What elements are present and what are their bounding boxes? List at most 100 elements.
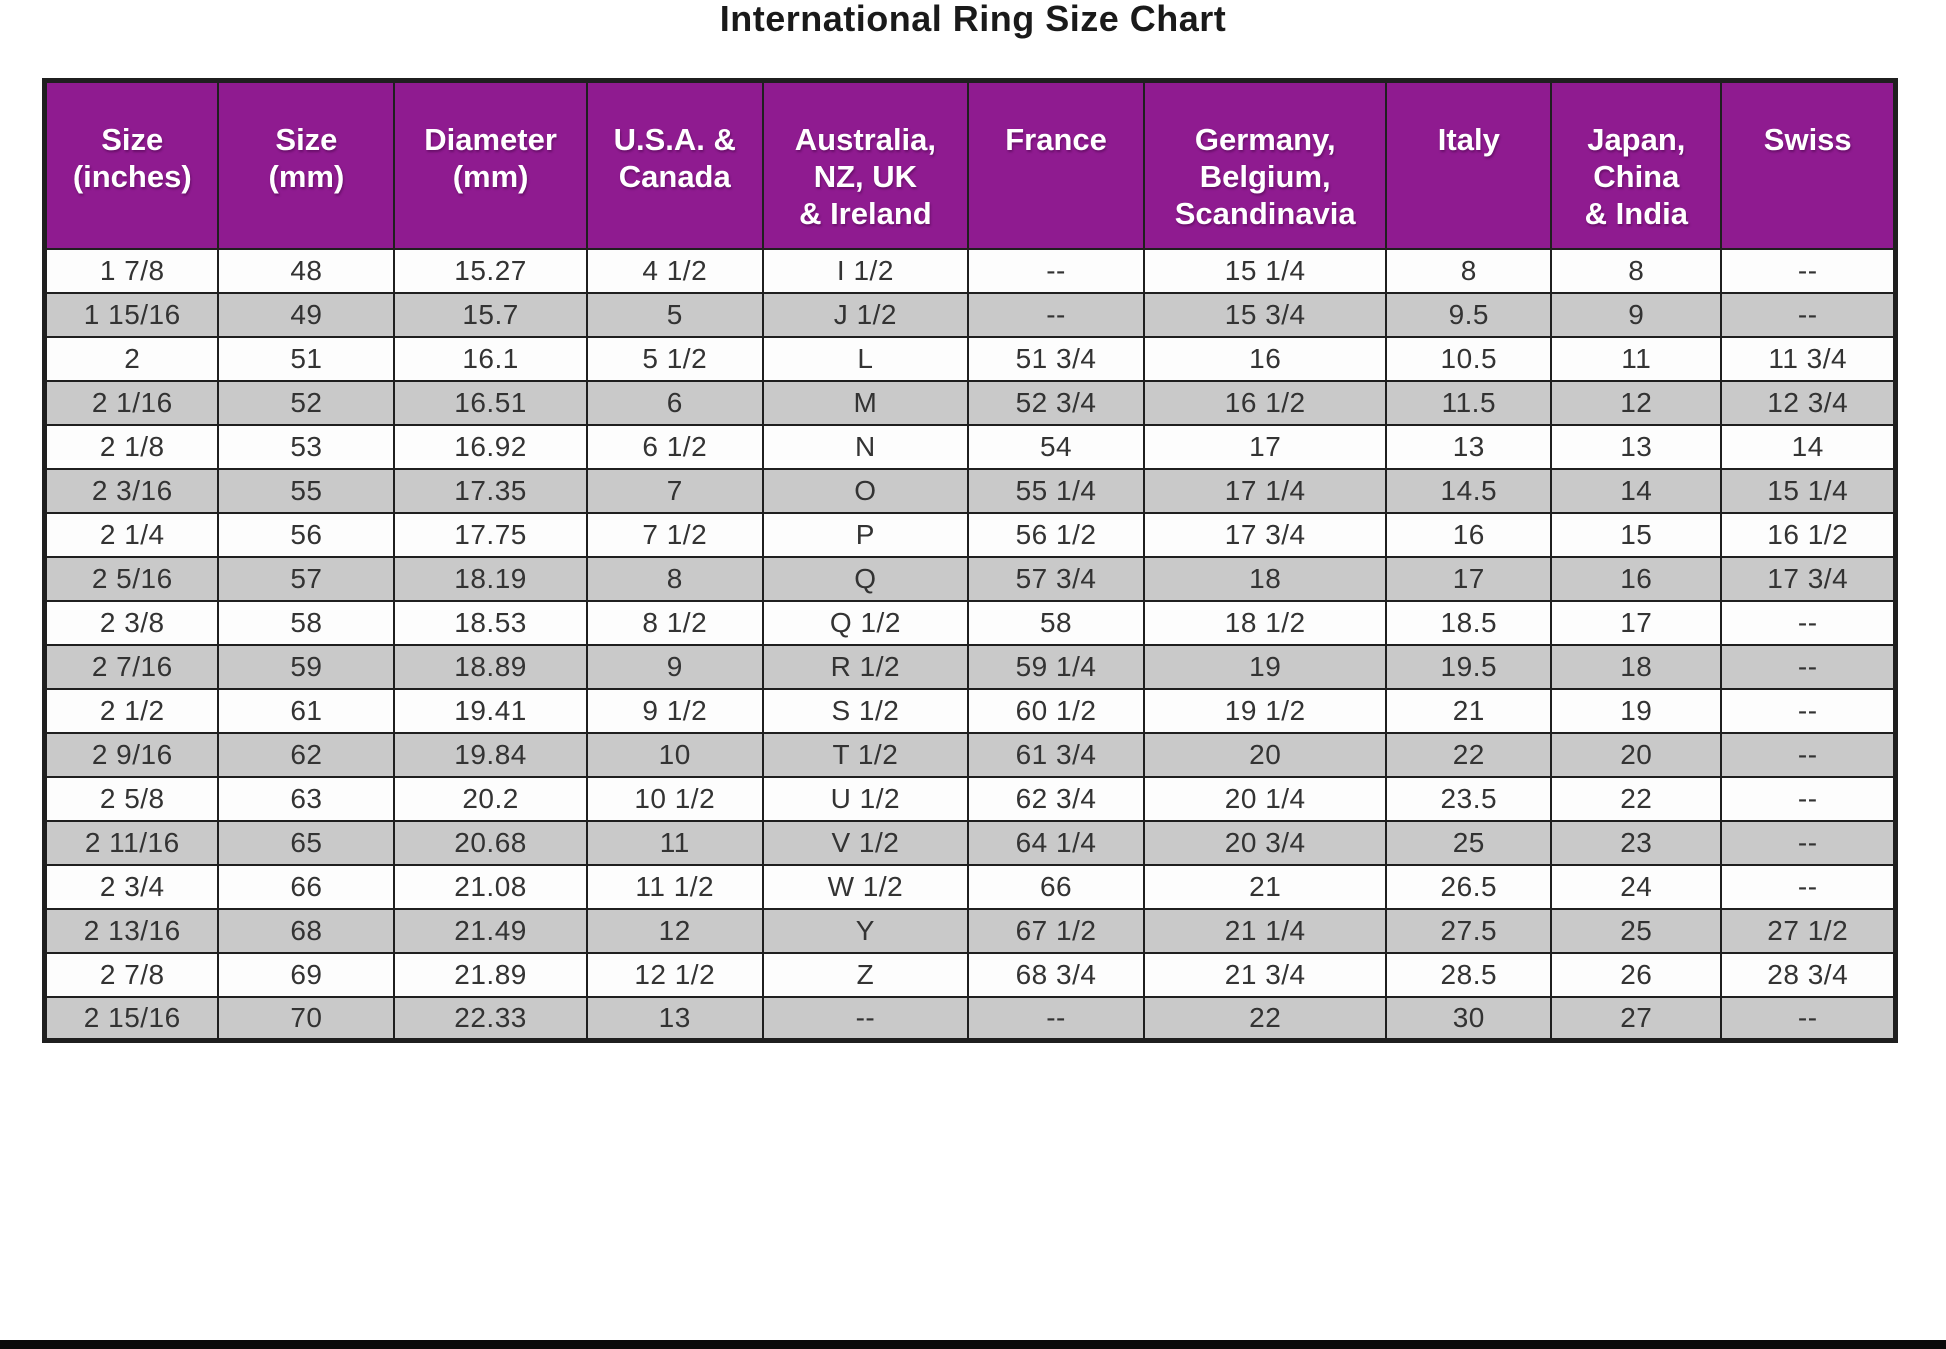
table-cell: 57 xyxy=(217,555,396,602)
table-row: 1 15/16 49 15.7 5 J 1/2 -- 15 3/4 9.5 9 -- xyxy=(43,291,1897,338)
table-cell: 51 3/4 xyxy=(967,335,1145,382)
table-cell: 19 xyxy=(1550,687,1723,734)
table-cell: 22 xyxy=(1385,731,1553,778)
table-cell: 2 3/16 xyxy=(43,467,220,514)
table-cell: 21 3/4 xyxy=(1142,951,1388,998)
table-cell: 11 1/2 xyxy=(585,863,764,910)
table-cell: 61 xyxy=(217,687,396,734)
table-cell: 2 7/8 xyxy=(43,951,220,998)
table-cell: 55 xyxy=(217,467,396,514)
table-cell: 64 1/4 xyxy=(967,819,1145,866)
table-cell: 10.5 xyxy=(1385,335,1553,382)
table-cell: 52 3/4 xyxy=(967,379,1145,426)
table-row: 2 13/16 68 21.49 12 Y 67 1/2 21 1/4 27.5 25 27 1/… xyxy=(43,907,1897,954)
table-cell: -- xyxy=(761,995,970,1042)
table-cell: 28.5 xyxy=(1385,951,1553,998)
table-cell: 16.51 xyxy=(393,379,588,426)
table-cell: 6 xyxy=(585,379,764,426)
table-cell: 58 xyxy=(217,599,396,646)
table-cell: 10 xyxy=(585,731,764,778)
table-cell: 15 1/4 xyxy=(1142,247,1388,294)
table-cell: 14 xyxy=(1720,423,1897,470)
table-cell: 21 xyxy=(1142,863,1388,910)
table-cell: 60 1/2 xyxy=(967,687,1145,734)
table-cell: S 1/2 xyxy=(761,687,970,734)
table-cell: 2 5/8 xyxy=(43,775,220,822)
table-cell: -- xyxy=(967,247,1145,294)
table-cell: 5 1/2 xyxy=(585,335,764,382)
table-row: 2 1/8 53 16.92 6 1/2 N 54 17 13 13 14 xyxy=(43,423,1897,470)
table-cell: 51 xyxy=(217,335,396,382)
table-cell: 11 xyxy=(585,819,764,866)
table-row: 2 5/16 57 18.19 8 Q 57 3/4 18 17 16 17 3/4 xyxy=(43,555,1897,602)
table-cell: 11.5 xyxy=(1385,379,1553,426)
table-header: Size (inches) Size (mm) Diameter (mm) U.… xyxy=(43,79,1897,250)
table-row: 2 5/8 63 20.2 10 1/2 U 1/2 62 3/4 20 1/4 23.5 22… xyxy=(43,775,1897,822)
table-cell: 30 xyxy=(1385,995,1553,1042)
table-cell: 65 xyxy=(217,819,396,866)
table-cell: 2 1/16 xyxy=(43,379,220,426)
table-cell: V 1/2 xyxy=(761,819,970,866)
table-cell: -- xyxy=(1720,687,1897,734)
table-row: 2 7/16 59 18.89 9 R 1/2 59 1/4 19 19.5 18 -- xyxy=(43,643,1897,690)
table-cell: 55 1/4 xyxy=(967,467,1145,514)
table-cell: 14 xyxy=(1550,467,1723,514)
table-row: 2 1/4 56 17.75 7 1/2 P 56 1/2 17 3/4 16 15 16 1/2 xyxy=(43,511,1897,558)
table-cell: 7 xyxy=(585,467,764,514)
header-cell-swiss: Swiss xyxy=(1720,79,1897,250)
table-cell: Q xyxy=(761,555,970,602)
header-row: Size (inches) Size (mm) Diameter (mm) U.… xyxy=(43,79,1897,250)
table-cell: 58 xyxy=(967,599,1145,646)
table-cell: -- xyxy=(1720,643,1897,690)
table-cell: 20 1/4 xyxy=(1142,775,1388,822)
table-row: 2 3/16 55 17.35 7 O 55 1/4 17 1/4 14.5 14 15 1/4 xyxy=(43,467,1897,514)
table-cell: 19.84 xyxy=(393,731,588,778)
table-cell: 15 1/4 xyxy=(1720,467,1897,514)
table-row: 2 9/16 62 19.84 10 T 1/2 61 3/4 20 22 20 -- xyxy=(43,731,1897,778)
table-cell: 26 xyxy=(1550,951,1723,998)
table-cell: 70 xyxy=(217,995,396,1042)
table-cell: 20.68 xyxy=(393,819,588,866)
table-cell: 11 3/4 xyxy=(1720,335,1897,382)
table-cell: 19 1/2 xyxy=(1142,687,1388,734)
table-cell: -- xyxy=(967,995,1145,1042)
table-cell: M xyxy=(761,379,970,426)
header-cell-size-mm: Size (mm) xyxy=(217,79,396,250)
table-row: 2 51 16.1 5 1/2 L 51 3/4 16 10.5 11 11 3/4 xyxy=(43,335,1897,382)
table-cell: J 1/2 xyxy=(761,291,970,338)
table-cell: -- xyxy=(967,291,1145,338)
table-cell: 18 xyxy=(1142,555,1388,602)
header-cell-diameter-mm: Diameter (mm) xyxy=(393,79,588,250)
table-cell: 2 7/16 xyxy=(43,643,220,690)
table-cell: 16 1/2 xyxy=(1142,379,1388,426)
table-cell: 19 xyxy=(1142,643,1388,690)
table-cell: 52 xyxy=(217,379,396,426)
table-cell: W 1/2 xyxy=(761,863,970,910)
table-cell: 20 xyxy=(1550,731,1723,778)
table-cell: O xyxy=(761,467,970,514)
table-cell: 9 xyxy=(1550,291,1723,338)
table-cell: 21.49 xyxy=(393,907,588,954)
table-cell: 53 xyxy=(217,423,396,470)
table-cell: 27 1/2 xyxy=(1720,907,1897,954)
table-cell: 8 1/2 xyxy=(585,599,764,646)
table-cell: 18.19 xyxy=(393,555,588,602)
header-cell-italy: Italy xyxy=(1385,79,1553,250)
table-cell: 18 xyxy=(1550,643,1723,690)
table-cell: 9 xyxy=(585,643,764,690)
table-cell: 11 xyxy=(1550,335,1723,382)
table-cell: 21 xyxy=(1385,687,1553,734)
table-cell: 27.5 xyxy=(1385,907,1553,954)
table-row: 2 3/4 66 21.08 11 1/2 W 1/2 66 21 26.5 24 -- xyxy=(43,863,1897,910)
table-cell: 16 1/2 xyxy=(1720,511,1897,558)
table-cell: 2 11/16 xyxy=(43,819,220,866)
table-cell: 57 3/4 xyxy=(967,555,1145,602)
table-cell: 17 xyxy=(1385,555,1553,602)
table-cell: 2 1/8 xyxy=(43,423,220,470)
table-cell: 2 1/2 xyxy=(43,687,220,734)
table-cell: 2 5/16 xyxy=(43,555,220,602)
table-cell: 19.5 xyxy=(1385,643,1553,690)
table-cell: 15.7 xyxy=(393,291,588,338)
table-cell: 13 xyxy=(1385,423,1553,470)
table-cell: 16.1 xyxy=(393,335,588,382)
